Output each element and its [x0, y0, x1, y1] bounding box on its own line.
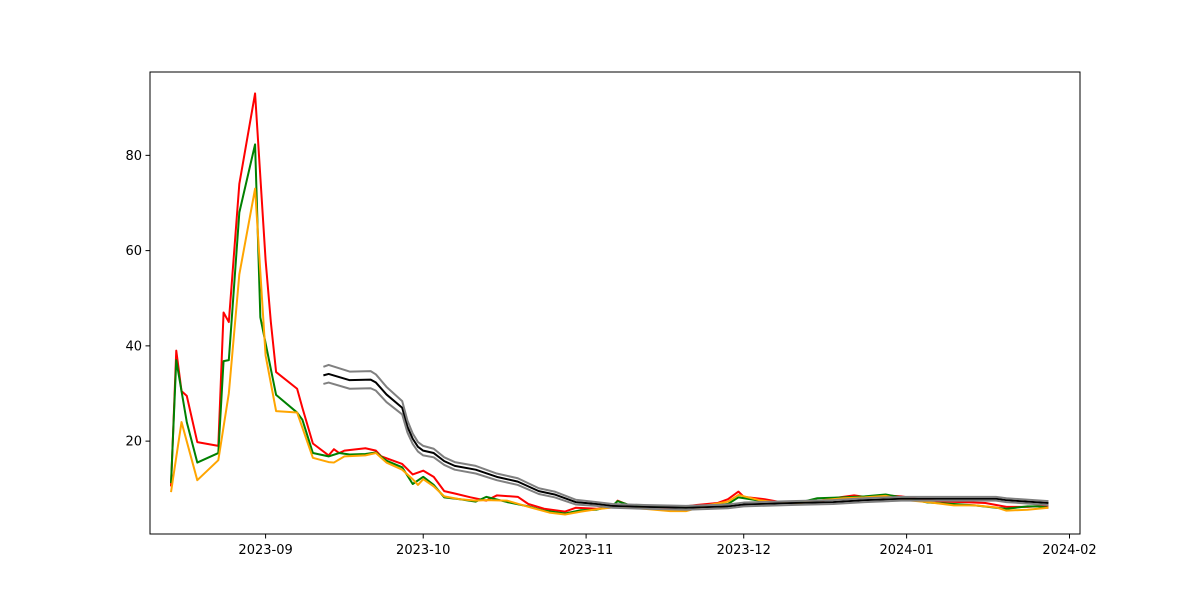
series-line-gray-5: [323, 381, 1049, 511]
y-tick-label: 40: [125, 339, 142, 354]
x-tick-label: 2024-02: [1042, 543, 1096, 558]
y-tick-label: 20: [125, 435, 142, 450]
series-line-red-0: [170, 92, 1049, 513]
series-line-green-1: [170, 143, 1049, 515]
x-tick-label: 2023-11: [559, 543, 613, 558]
series-line-gray-4: [323, 363, 1049, 507]
y-tick-label: 60: [125, 244, 142, 259]
series-line-orange-2: [170, 187, 1049, 516]
y-tick-label: 80: [125, 149, 142, 164]
series-line-black-3: [323, 372, 1049, 509]
x-tick-label: 2023-12: [717, 543, 771, 558]
series-layer: [170, 92, 1049, 516]
x-tick-label: 2024-01: [879, 543, 933, 558]
x-axis: 2023-09 2023-10 2023-11 2023-12 2024-01 2024-…: [238, 534, 1097, 558]
x-tick-label: 2023-10: [396, 543, 450, 558]
x-tick-label: 2023-09: [238, 543, 292, 558]
plot-area-frame: [149, 71, 1081, 535]
y-axis: 20 40 60 80: [125, 149, 150, 450]
